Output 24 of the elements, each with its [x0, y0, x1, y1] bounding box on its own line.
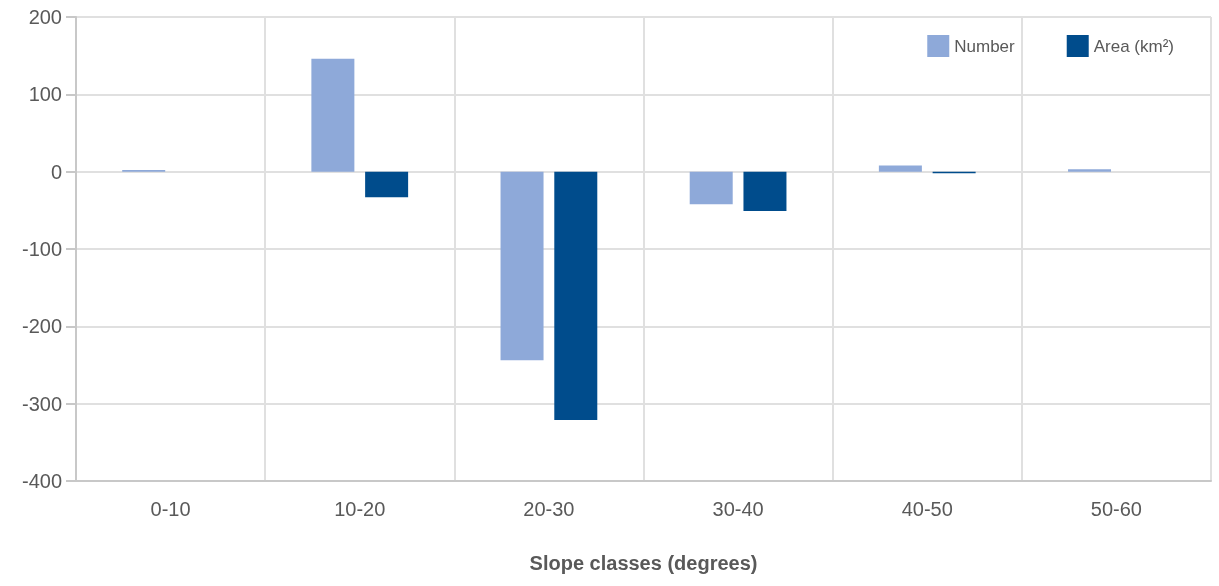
x-tick-label: 50-60	[1090, 498, 1142, 520]
bar	[554, 171, 598, 420]
bar	[311, 58, 355, 172]
bar	[689, 171, 733, 205]
x-tick-label: 10-20	[334, 498, 386, 520]
y-tick-label: -300	[21, 392, 62, 415]
bar	[365, 171, 409, 198]
y-tick-label: 0	[50, 160, 62, 183]
y-tick-label: -400	[21, 470, 62, 492]
bar	[500, 171, 544, 361]
bar	[743, 171, 787, 212]
legend-label: Area (km²)	[1093, 36, 1174, 56]
x-tick-label: 30-40	[712, 498, 764, 520]
y-tick-label: -100	[21, 238, 62, 260]
y-tick-label: 100	[28, 83, 62, 106]
x-axis-title: Slope classes (degrees)	[529, 552, 758, 574]
legend-label: Number	[954, 36, 1016, 56]
bar	[878, 165, 922, 172]
x-tick-label: 20-30	[523, 498, 575, 520]
x-tick-label: 40-50	[901, 498, 953, 520]
y-tick-label: 200	[28, 6, 62, 28]
x-tick-label: 0-10	[150, 498, 191, 520]
bar	[1068, 169, 1112, 172]
y-tick-label: -200	[21, 315, 62, 338]
